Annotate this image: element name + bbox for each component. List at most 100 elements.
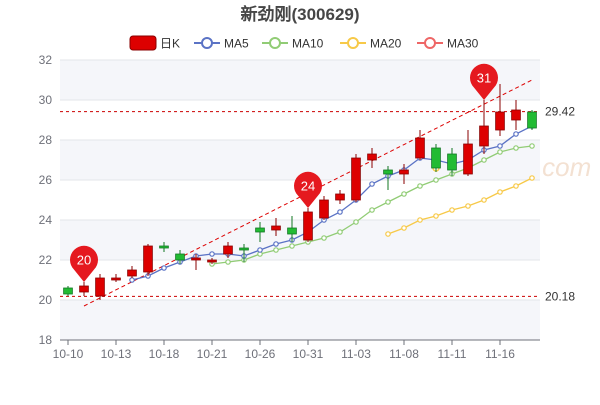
ma10-point <box>273 247 279 253</box>
candle <box>175 250 185 264</box>
candle <box>367 148 377 168</box>
ma10-point <box>289 243 295 249</box>
ma5-point <box>209 251 215 257</box>
candle-body <box>495 111 505 131</box>
candle-body <box>303 211 313 241</box>
ma20-point <box>401 225 407 231</box>
candle <box>127 266 137 278</box>
candle <box>271 218 281 236</box>
candle <box>255 222 265 242</box>
marker-label: 20 <box>77 253 91 268</box>
x-tick-label: 10-13 <box>101 347 132 361</box>
candle-body <box>287 227 297 235</box>
ma5-point <box>129 277 135 283</box>
x-tick-label: 10-10 <box>53 347 84 361</box>
candle-body <box>335 193 345 201</box>
candle-body <box>271 225 281 231</box>
candle-body <box>223 245 233 255</box>
ma20-point <box>481 197 487 203</box>
x-tick-label: 10-31 <box>293 347 324 361</box>
candle <box>63 286 73 296</box>
grid-band <box>60 60 540 100</box>
ma20-point <box>417 217 423 223</box>
ma5-point <box>273 241 279 247</box>
y-axis: 18 20 22 24 26 28 30 32 <box>39 53 53 347</box>
price-markers: 20 24 31 <box>70 63 499 282</box>
candle-body <box>143 245 153 273</box>
candle-body <box>63 287 73 295</box>
x-tick-label: 11-03 <box>341 347 371 361</box>
x-tick-label: 10-26 <box>245 347 276 361</box>
candle <box>447 148 457 176</box>
candle-body <box>447 153 457 171</box>
candle-body <box>207 259 217 263</box>
candle-body <box>367 153 377 161</box>
candlesticks <box>63 84 537 300</box>
legend-item: 日K <box>129 35 180 51</box>
marker-pin <box>70 245 98 282</box>
legend-label: MA20 <box>370 37 402 51</box>
reference-line-label: 20.18 <box>545 289 575 303</box>
grid-band <box>60 140 540 180</box>
ma10-point <box>529 143 535 149</box>
ma10-point <box>337 229 343 235</box>
candle <box>527 110 537 130</box>
candle <box>111 274 121 282</box>
candle <box>191 254 201 270</box>
marker-pin <box>294 171 322 208</box>
price-marker: 20 <box>70 245 98 282</box>
candle <box>335 190 345 204</box>
ma20-point <box>385 231 391 237</box>
legend-marker-icon <box>269 37 281 49</box>
y-tick-label: 20 <box>39 293 53 307</box>
legend-item: MA30 <box>417 37 479 51</box>
candle <box>511 100 521 130</box>
marker-label: 24 <box>301 179 315 194</box>
ma10-point <box>401 191 407 197</box>
grid-band <box>60 260 540 300</box>
grid-band <box>60 100 540 140</box>
candle <box>431 144 441 172</box>
candle <box>79 282 89 296</box>
candle <box>415 130 425 160</box>
candle-body <box>351 157 361 201</box>
ma20-point <box>497 189 503 195</box>
candle-body <box>399 169 409 175</box>
y-tick-label: 22 <box>39 253 53 267</box>
legend-item: MA5 <box>194 37 249 51</box>
grid <box>60 59 540 341</box>
ma5-point <box>369 181 375 187</box>
candle-body <box>383 169 393 175</box>
ma10-point <box>369 207 375 213</box>
x-tick-label: 11-08 <box>389 347 419 361</box>
candle-body <box>127 269 137 277</box>
candle <box>463 130 473 176</box>
ma10-point <box>481 157 487 163</box>
reference-line-label: 29.42 <box>545 105 575 119</box>
ma20-point <box>433 213 439 219</box>
ma5-point <box>497 143 503 149</box>
grid-band <box>60 300 540 340</box>
ma10-point <box>385 199 391 205</box>
candle-body <box>415 137 425 159</box>
x-axis: 10-10 10-13 10-18 10-21 10-26 10-31 11-03 11-08… <box>53 339 540 361</box>
candle-body <box>255 227 265 233</box>
legend-item: MA10 <box>262 37 324 51</box>
candle <box>383 166 393 190</box>
ma5-point <box>161 265 167 271</box>
candle <box>399 164 409 184</box>
y-tick-label: 30 <box>39 93 53 107</box>
ma10-point <box>513 145 519 151</box>
ma20-point <box>465 203 471 209</box>
ma10-point <box>417 183 423 189</box>
candle <box>319 196 329 220</box>
ma20-point <box>513 183 519 189</box>
candle-body <box>95 277 105 297</box>
ma20-point <box>449 207 455 213</box>
price-marker: 24 <box>294 171 322 208</box>
ma10-point <box>225 259 231 265</box>
candle-body <box>479 125 489 147</box>
candle-body <box>431 147 441 169</box>
